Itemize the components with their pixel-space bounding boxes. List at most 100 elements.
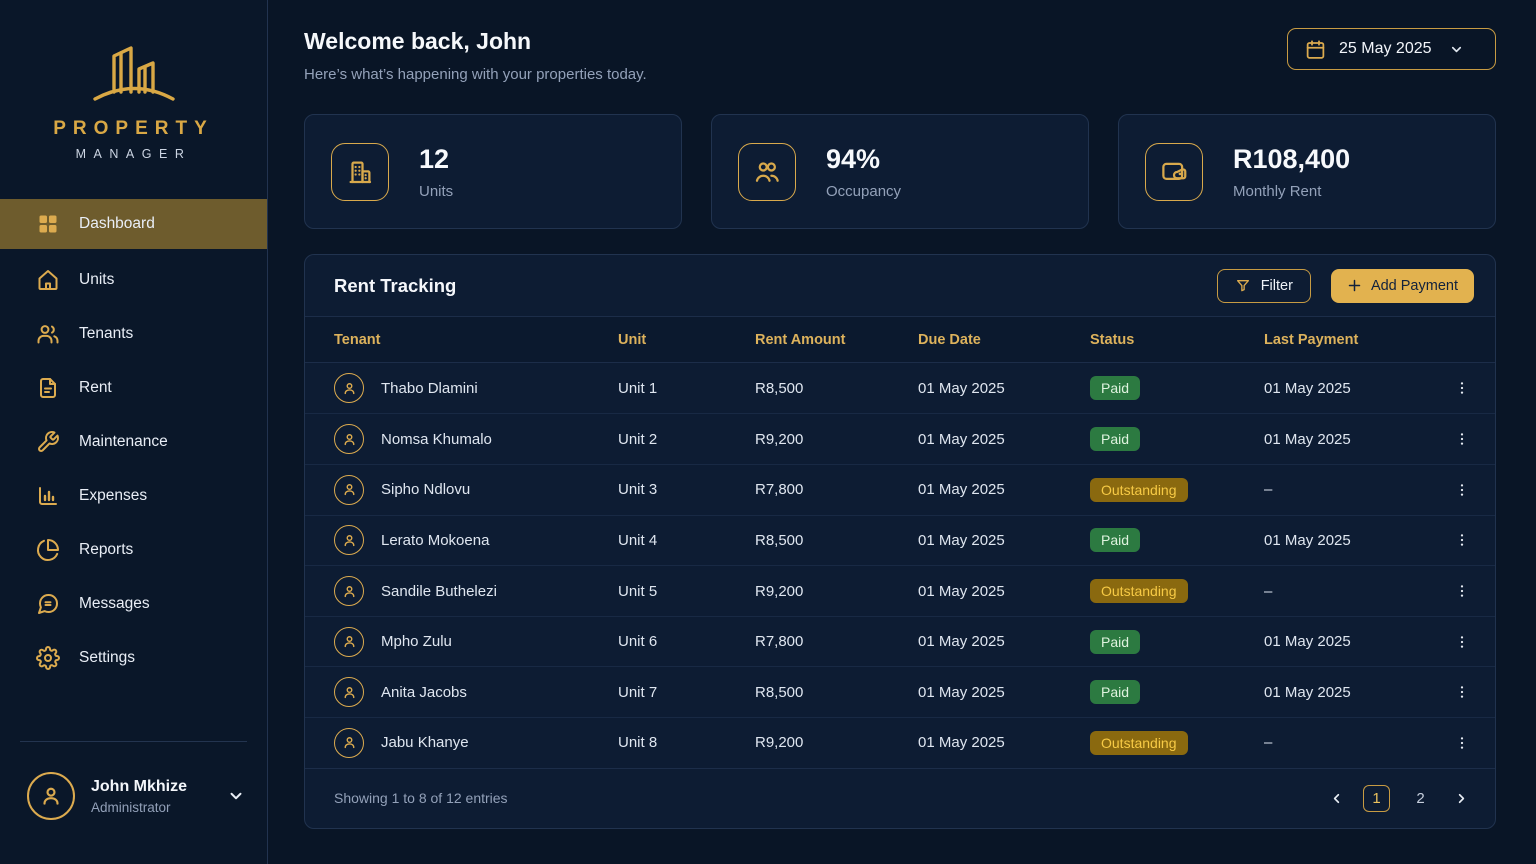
chevron-down-icon (227, 787, 245, 805)
kebab-icon (1460, 686, 1464, 699)
sidebar-item-reports[interactable]: Reports (0, 523, 267, 577)
rent-tracking-panel: Rent Tracking Filter Add Payment Tenant … (304, 254, 1496, 829)
tenant-avatar-icon (334, 576, 364, 607)
sidebar-item-label: Maintenance (79, 433, 168, 450)
user-role: Administrator (91, 799, 171, 815)
row-menu-button[interactable] (1449, 527, 1475, 553)
tenant-name: Lerato Mokoena (381, 531, 490, 549)
row-menu-button[interactable] (1449, 679, 1475, 705)
main-content: Welcome back, John Here’s what’s happeni… (268, 0, 1536, 864)
kebab-icon (1460, 433, 1464, 446)
tenant-avatar-icon (334, 727, 364, 758)
row-menu-button[interactable] (1449, 375, 1475, 401)
sidebar-item-tenants[interactable]: Tenants (0, 307, 267, 361)
tenant-name: Mpho Zulu (381, 633, 452, 651)
due-date-cell: 01 May 2025 (918, 683, 1005, 701)
page-button-1[interactable]: 1 (1363, 784, 1390, 812)
sidebar-item-label: Settings (79, 649, 136, 666)
brand-name-line1: PROPERTY (53, 118, 214, 139)
sidebar-item-units[interactable]: Units (0, 253, 267, 307)
due-date-cell: 01 May 2025 (918, 481, 1005, 499)
sidebar-item-label: Expenses (79, 487, 148, 504)
chevron-down-icon (1449, 42, 1464, 57)
rent-amount-cell: R7,800 (755, 481, 804, 499)
bar-chart-icon (36, 484, 60, 508)
filter-button[interactable]: Filter (1216, 268, 1311, 303)
table-body: Thabo Dlamini Unit 1 R8,500 01 May 2025 … (305, 363, 1495, 768)
tenant-avatar-icon (334, 424, 364, 455)
page-button-2[interactable]: 2 (1407, 785, 1434, 812)
column-header-status: Status (1090, 331, 1135, 348)
kebab-icon (1460, 585, 1464, 597)
user-name: John Mkhize (91, 777, 188, 795)
entries-summary: Showing 1 to 8 of 12 entries (334, 790, 508, 807)
sidebar-item-label: Reports (79, 541, 134, 558)
column-header-tenant: Tenant (334, 331, 381, 348)
rent-amount-cell: R8,500 (755, 683, 804, 701)
sidebar-item-label: Tenants (79, 325, 134, 342)
home-icon (36, 268, 60, 292)
row-menu-button[interactable] (1449, 730, 1475, 756)
unit-cell: Unit 1 (618, 379, 658, 397)
plus-icon (1348, 279, 1361, 292)
rent-amount-cell: R9,200 (755, 430, 804, 448)
sidebar-item-messages[interactable]: Messages (0, 577, 267, 631)
chevron-right-icon (1458, 793, 1464, 803)
row-menu-button[interactable] (1449, 426, 1475, 452)
row-menu-button[interactable] (1449, 477, 1475, 503)
users-icon (36, 322, 60, 346)
sidebar-item-label: Units (79, 271, 115, 288)
tenant-avatar-icon (334, 626, 364, 657)
column-header-last-payment: Last Payment (1264, 331, 1359, 348)
date-picker-button[interactable]: 25 May 2025 (1287, 28, 1496, 70)
unit-cell: Unit 3 (618, 481, 658, 499)
status-badge: Paid (1090, 680, 1141, 705)
rent-amount-cell: R9,200 (755, 734, 804, 752)
stat-card-monthly-rent: R108,400 Monthly Rent (1118, 114, 1496, 229)
tenant-avatar-icon (334, 525, 364, 556)
sidebar-item-expenses[interactable]: Expenses (0, 469, 267, 523)
tenant-name: Sipho Ndlovu (381, 481, 471, 499)
unit-cell: Unit 6 (618, 633, 658, 651)
table-row: Lerato Mokoena Unit 4 R8,500 01 May 2025… (305, 514, 1495, 566)
status-badge: Paid (1090, 629, 1141, 654)
table-row: Sipho Ndlovu Unit 3 R7,800 01 May 2025 O… (305, 464, 1495, 515)
sidebar-item-label: Messages (79, 595, 150, 612)
tenant-name: Jabu Khanye (381, 734, 469, 752)
date-picker-label: 25 May 2025 (1339, 40, 1432, 57)
add-payment-button-label: Add Payment (1370, 277, 1458, 294)
table-header-row: Tenant Unit Rent Amount Due Date Status … (305, 316, 1495, 363)
previous-page-button[interactable] (1326, 788, 1346, 808)
table-row: Mpho Zulu Unit 6 R7,800 01 May 2025 Paid… (305, 615, 1495, 667)
due-date-cell: 01 May 2025 (918, 531, 1005, 549)
pagination: 1 2 (1326, 784, 1471, 812)
row-menu-button[interactable] (1449, 578, 1475, 604)
next-page-button[interactable] (1451, 788, 1471, 808)
sidebar-item-settings[interactable]: Settings (0, 631, 267, 685)
sidebar-item-dashboard[interactable]: Dashboard (0, 199, 267, 249)
building-icon (331, 142, 389, 201)
row-menu-button[interactable] (1449, 629, 1475, 655)
gear-icon (36, 646, 60, 670)
stat-card-units: 12 Units (304, 114, 682, 229)
wallet-icon (1145, 142, 1203, 201)
user-menu[interactable]: John Mkhize Administrator (0, 772, 267, 820)
tenant-avatar-icon (334, 373, 364, 404)
unit-cell: Unit 4 (618, 531, 658, 549)
sidebar-item-rent[interactable]: Rent (0, 361, 267, 415)
last-payment-cell: – (1264, 582, 1273, 600)
unit-cell: Unit 2 (618, 430, 658, 448)
document-icon (36, 376, 60, 400)
brand-name-line2: MANAGER (75, 147, 192, 161)
sidebar: PROPERTY MANAGER Dashboard Units Tenants (0, 0, 268, 864)
status-badge: Outstanding (1090, 477, 1188, 502)
sidebar-item-label: Rent (79, 379, 112, 396)
rent-tracking-title: Rent Tracking (334, 274, 457, 296)
sidebar-item-maintenance[interactable]: Maintenance (0, 415, 267, 469)
tenant-avatar-icon (334, 677, 364, 708)
column-header-rent-amount: Rent Amount (755, 331, 846, 348)
table-row: Sandile Buthelezi Unit 5 R9,200 01 May 2… (305, 565, 1495, 616)
add-payment-button[interactable]: Add Payment (1330, 268, 1474, 303)
kebab-icon (1460, 635, 1464, 648)
funnel-icon (1236, 279, 1249, 292)
